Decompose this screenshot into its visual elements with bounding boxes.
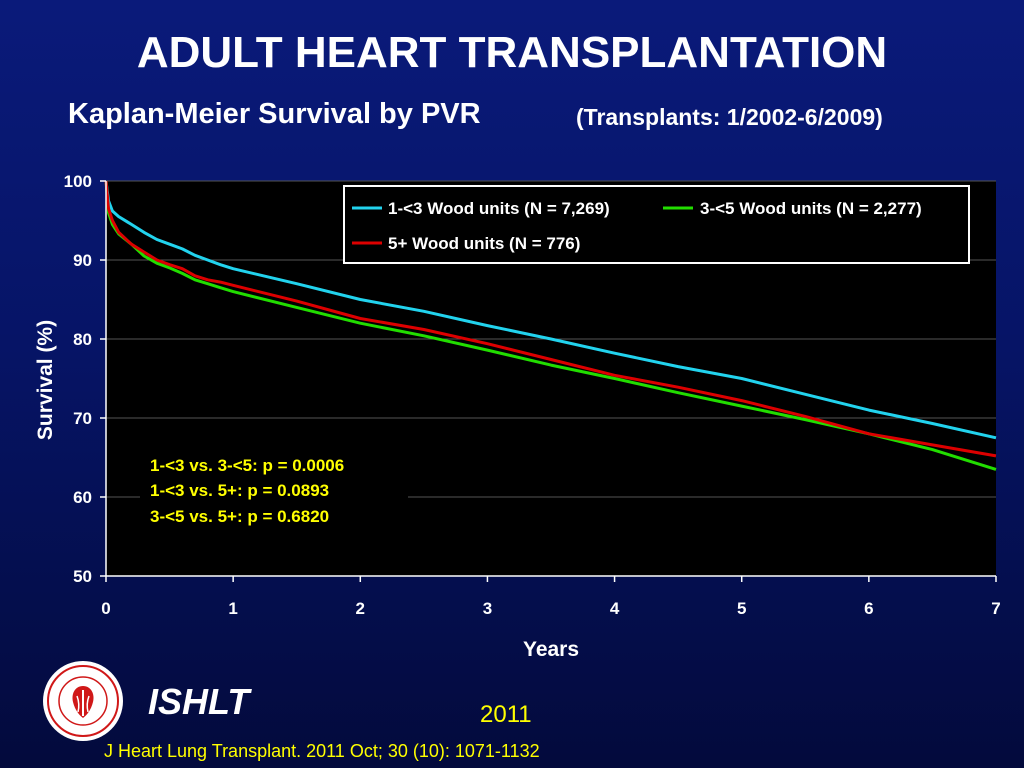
x-tick-label: 1: [228, 599, 237, 618]
y-tick-label: 90: [73, 251, 92, 270]
tick-labels: 50 60 70 80 90 100 0 1 2 3 4 5 6 7: [64, 172, 1001, 618]
y-tick-label: 60: [73, 488, 92, 507]
slide-title: ADULT HEART TRANSPLANTATION: [136, 28, 888, 77]
series-line-1: [104, 180, 997, 440]
y-tick-label: 50: [73, 567, 92, 586]
legend-label-series-2: 3-<5 Wood units (N = 2,277): [700, 199, 922, 218]
p-value-line-3: 3-<5 vs. 5+: p = 0.6820: [150, 507, 329, 526]
p-value-line-1: 1-<3 vs. 3-<5: p = 0.0006: [150, 456, 344, 475]
axes: [100, 180, 997, 582]
x-axis-label: Years: [523, 638, 579, 661]
series-line-3: [104, 180, 997, 458]
series-lines: [104, 180, 997, 471]
citation: J Heart Lung Transplant. 2011 Oct; 30 (1…: [104, 741, 540, 761]
p-value-box-bg: [140, 450, 408, 534]
y-tick-label: 80: [73, 330, 92, 349]
legend-box: [343, 185, 970, 264]
x-tick-label: 3: [483, 599, 492, 618]
x-tick-label: 5: [737, 599, 746, 618]
p-value-line-2: 1-<3 vs. 5+: p = 0.0893: [150, 481, 329, 500]
ishlt-logo: [43, 661, 123, 741]
report-year: 2011: [480, 701, 532, 728]
x-tick-label: 0: [101, 599, 110, 618]
y-tick-label: 100: [64, 172, 92, 191]
transplant-date-range: (Transplants: 1/2002-6/2009): [576, 104, 883, 130]
x-tick-label: 7: [991, 599, 1000, 618]
slide-subtitle: Kaplan-Meier Survival by PVR: [68, 98, 481, 130]
x-tick-label: 2: [356, 599, 365, 618]
legend-label-series-1: 1-<3 Wood units (N = 7,269): [388, 199, 610, 218]
y-axis-label: Survival (%): [34, 320, 57, 440]
org-name: ISHLT: [148, 681, 250, 722]
y-tick-label: 70: [73, 409, 92, 428]
legend: 1-<3 Wood units (N = 7,269) 3-<5 Wood un…: [343, 185, 970, 264]
x-tick-label: 6: [864, 599, 873, 618]
p-value-box: 1-<3 vs. 3-<5: p = 0.0006 1-<3 vs. 5+: p…: [140, 450, 408, 534]
x-tick-label: 4: [610, 599, 620, 618]
legend-label-series-3: 5+ Wood units (N = 776): [388, 234, 580, 253]
